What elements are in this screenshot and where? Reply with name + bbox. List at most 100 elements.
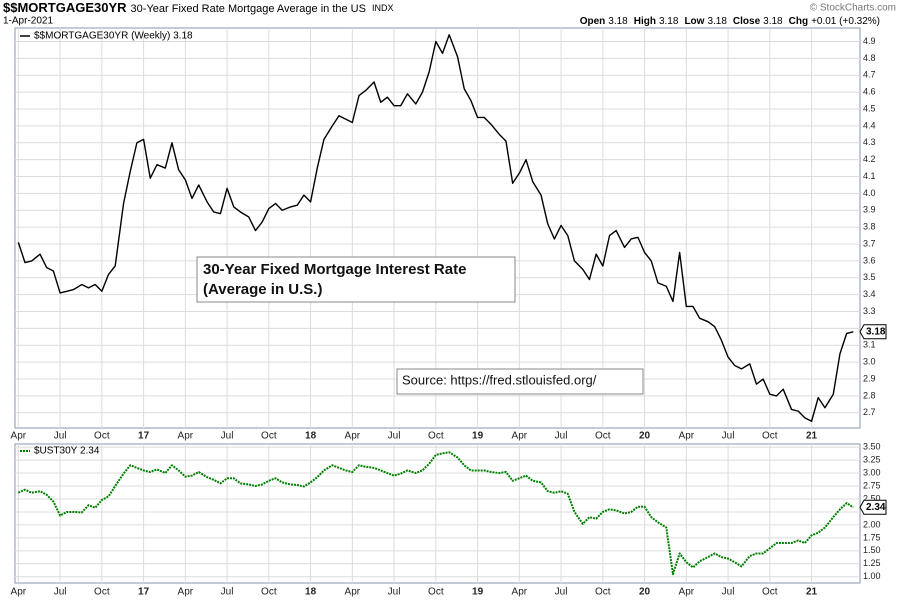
quote-label: Open (580, 16, 606, 27)
y-tick-label: 3.3 (863, 306, 876, 316)
x-tick-label: Oct (261, 587, 277, 598)
y-tick-label: 2.9 (863, 373, 876, 383)
annotation: Source: https://fred.stlouisfed.org/ (402, 372, 597, 387)
x-tick-label: Oct (261, 431, 277, 442)
plot-layer: 3.18 2.34 (17, 34, 887, 576)
x-tick-label: Jul (54, 431, 67, 442)
y-tick-label: 3.9 (863, 205, 876, 215)
x-tick-label: Jul (221, 587, 234, 598)
y-tick-label: 2.8 (863, 390, 876, 400)
x-tick-label: Jul (722, 587, 735, 598)
y-tick-label: 3.1 (863, 340, 876, 350)
x-tick-label: Oct (428, 431, 444, 442)
x-tick-label: Apr (345, 431, 361, 442)
y-tick-label: 2.75 (863, 480, 881, 490)
y-tick-label: 4.0 (863, 188, 876, 198)
x-tick-label: Apr (178, 431, 194, 442)
y-tick-label: 4.4 (863, 120, 876, 130)
x-tick-label: Apr (679, 431, 695, 442)
x-tick-label: Oct (428, 587, 444, 598)
value-tag-label: 2.34 (866, 502, 886, 513)
quote-label: Close (733, 16, 761, 27)
y-tick-label: 3.5 (863, 272, 876, 282)
x-tick-label: Apr (178, 587, 194, 598)
annotation-box (396, 368, 644, 395)
plot-area (14, 27, 861, 429)
x-tick-label: Oct (595, 431, 611, 442)
x-tick-label: 18 (305, 587, 317, 598)
x-tick-label: Oct (94, 431, 110, 442)
x-tick-label: 17 (138, 587, 150, 598)
x-tick-label: Oct (94, 587, 110, 598)
y-tick-label: 2.7 (863, 407, 876, 417)
annotation: 30-Year Fixed Mortgage Interest Rate (203, 261, 466, 278)
y-tick-label: 1.00 (863, 571, 881, 581)
y-tick-label: 1.75 (863, 532, 881, 542)
x-tick-label: Apr (11, 587, 27, 598)
series-line (17, 451, 854, 576)
y-tick-label: 4.9 (863, 36, 876, 46)
y-tick-label: 4.3 (863, 137, 876, 147)
annotation: (Average in U.S.) (203, 281, 322, 298)
y-tick-label: 3.0 (863, 357, 876, 367)
y-tick-label: 1.25 (863, 558, 881, 568)
legend-entry: $UST30Y 2.34 (34, 446, 100, 457)
x-tick-label: 18 (305, 431, 317, 442)
x-tick-label: Jul (722, 431, 735, 442)
quote-value: 3.18 (707, 16, 727, 27)
y-tick-label: 3.6 (863, 255, 876, 265)
y-tick-label: 3.8 (863, 222, 876, 232)
plot-area (14, 443, 861, 584)
x-tick-label: 19 (472, 587, 484, 598)
x-tick-label: Jul (54, 587, 67, 598)
y-tick-label: 1.50 (863, 545, 881, 555)
y-tick-label: 3.7 (863, 238, 876, 248)
legend-entry: $$MORTGAGE30YR (Weekly) 3.18 (34, 31, 193, 42)
description: 30-Year Fixed Rate Mortgage Average in t… (131, 3, 366, 15)
y-tick-label: 3.00 (863, 467, 881, 477)
x-tick-label: 20 (639, 587, 651, 598)
x-tick-label: Apr (512, 431, 528, 442)
quote-value: 3.18 (608, 16, 628, 27)
y-tick-label: 3.50 (863, 441, 881, 451)
y-tick-label: 4.2 (863, 154, 876, 164)
date: 1-Apr-2021 (3, 16, 53, 27)
panels: Apr Jul Oct 17 Apr Jul Oct 18 Apr Jul Oct 19 Apr Jul O… (11, 27, 881, 598)
x-tick-label: Apr (679, 587, 695, 598)
quote-label: High (634, 16, 656, 27)
quote: Open 3.18 High 3.18 Low 3.18 Close 3.18 Chg +0.01… (580, 16, 880, 27)
x-tick-label: 17 (138, 431, 150, 442)
y-tick-label: 4.5 (863, 103, 876, 113)
x-tick-label: 21 (806, 587, 818, 598)
quote-value: +0.01 (+0.32%) (811, 16, 880, 27)
y-tick-label: 2.00 (863, 519, 881, 529)
y-tick-label: 4.8 (863, 53, 876, 63)
y-tick-label: 4.7 (863, 70, 876, 80)
value-tag (859, 324, 887, 340)
header-title: $$MORTGAGE30YR 30-Year Fixed Rate Mortgag… (3, 0, 393, 15)
y-tick-label: 4.6 (863, 87, 876, 97)
x-tick-label: 20 (639, 431, 651, 442)
x-tick-label: Apr (512, 587, 528, 598)
quote-label: Chg (789, 16, 808, 27)
x-tick-label: Jul (221, 431, 234, 442)
quote-value: 3.18 (763, 16, 783, 27)
x-tick-label: Jul (555, 587, 568, 598)
x-tick-label: Apr (11, 431, 27, 442)
x-tick-label: Jul (388, 431, 401, 442)
y-tick-label: 2.50 (863, 493, 881, 503)
y-tick-label: 3.4 (863, 289, 876, 299)
quote-label: Low (684, 16, 704, 27)
x-tick-label: Oct (595, 587, 611, 598)
y-tick-label: 3.25 (863, 454, 881, 464)
series-line (17, 34, 854, 422)
value-tag (859, 499, 887, 515)
exchange: INDX (372, 3, 394, 13)
x-tick-label: 21 (806, 431, 818, 442)
x-tick-label: Apr (345, 587, 361, 598)
symbol: $$MORTGAGE30YR (3, 0, 127, 15)
y-tick-label: 4.1 (863, 171, 876, 181)
annotation-box (196, 256, 516, 303)
